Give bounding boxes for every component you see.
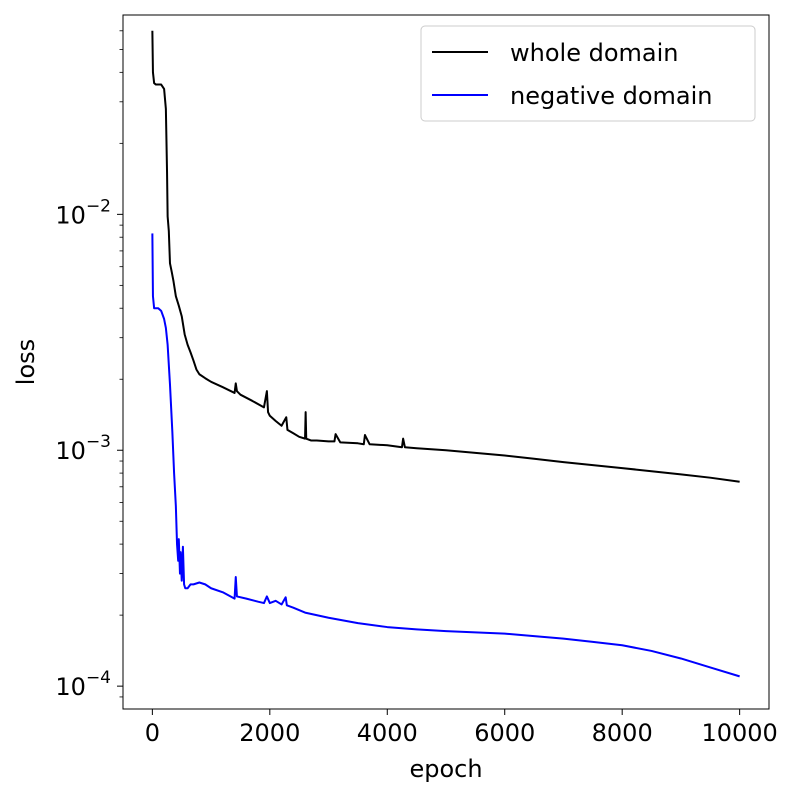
x-tick-label: 8000	[592, 719, 653, 747]
legend-entry-negative-domain: negative domain	[510, 82, 712, 110]
series-line-whole-domain	[151, 30, 740, 483]
axes-frame	[122, 14, 770, 710]
legend-entry-whole-domain: whole domain	[510, 39, 678, 67]
x-tick-label: 2000	[239, 719, 300, 747]
x-axis-label: epoch	[409, 755, 482, 783]
x-tick-label: 6000	[474, 719, 535, 747]
legend: whole domain negative domain	[420, 25, 756, 122]
y-tick-label: 10−2	[55, 196, 111, 229]
legend-box	[420, 25, 756, 122]
x-tick-label: 0	[145, 719, 160, 747]
y-axis-label: loss	[12, 339, 40, 385]
series-line-negative-domain	[151, 233, 740, 678]
x-tick-label: 10000	[701, 719, 777, 747]
y-tick-label: 10−3	[55, 432, 111, 465]
ticks-layer: 0 2000 4000 6000 8000 10000 10−4 10−3 10−2	[55, 30, 778, 747]
series-layer	[151, 30, 740, 678]
x-tick-label: 4000	[357, 719, 418, 747]
y-tick-label: 10−4	[55, 668, 111, 701]
